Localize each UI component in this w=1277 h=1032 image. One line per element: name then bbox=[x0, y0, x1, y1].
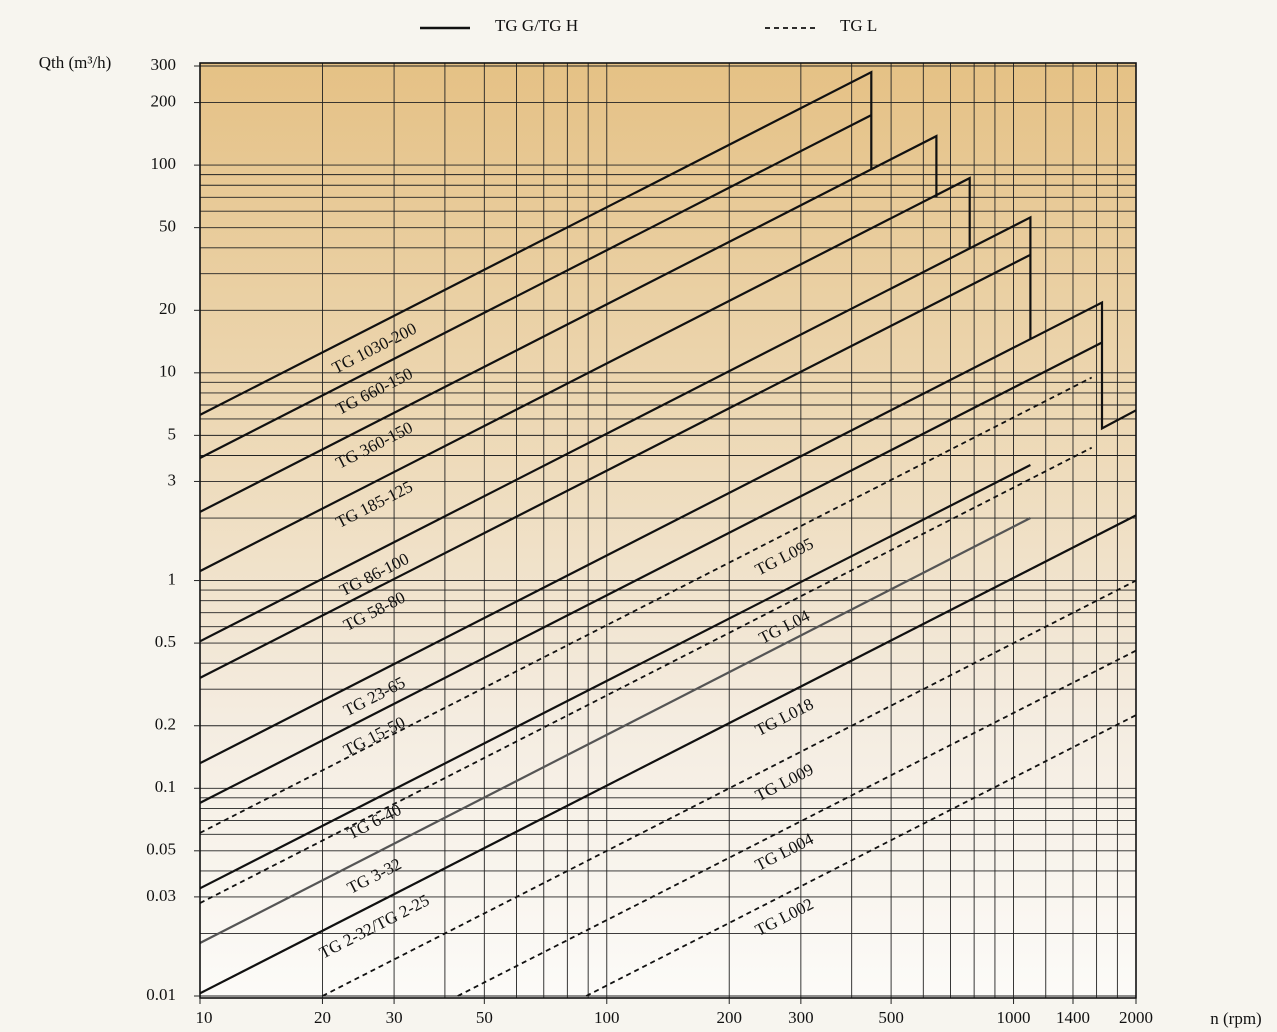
y-tick-label: 0.05 bbox=[146, 840, 176, 859]
x-tick-label: 1400 bbox=[1056, 1008, 1090, 1027]
y-tick-label: 0.01 bbox=[146, 985, 176, 1004]
x-tick-label: 500 bbox=[878, 1008, 904, 1027]
x-tick-label: 10 bbox=[196, 1008, 213, 1027]
series-line bbox=[199, 176, 971, 573]
series-line bbox=[199, 253, 1031, 679]
series-line bbox=[199, 464, 1031, 890]
legend-label: TG L bbox=[840, 16, 877, 35]
series-line bbox=[199, 341, 1103, 804]
series-line bbox=[199, 70, 873, 416]
legend-label: TG G/TG H bbox=[495, 16, 578, 35]
y-tick-label: 5 bbox=[168, 424, 177, 443]
y-tick-label: 10 bbox=[159, 362, 176, 381]
y-tick-label: 0.5 bbox=[155, 632, 176, 651]
y-tick-label: 300 bbox=[151, 55, 177, 74]
y-tick-label: 0.1 bbox=[155, 777, 176, 796]
x-tick-label: 2000 bbox=[1119, 1008, 1153, 1027]
series-line bbox=[457, 649, 1137, 997]
x-axis-label: n (rpm) bbox=[1210, 1009, 1261, 1028]
x-tick-label: 300 bbox=[788, 1008, 814, 1027]
x-tick-label: 100 bbox=[594, 1008, 620, 1027]
x-tick-label: 50 bbox=[476, 1008, 493, 1027]
y-axis-label: Qth (m³/h) bbox=[39, 53, 112, 72]
y-tick-label: 3 bbox=[168, 470, 177, 489]
x-tick-label: 20 bbox=[314, 1008, 331, 1027]
series-line bbox=[199, 300, 1137, 765]
series-lines bbox=[199, 70, 1137, 997]
y-tick-label: 1 bbox=[168, 569, 177, 588]
y-tick-label: 100 bbox=[151, 154, 177, 173]
series-line bbox=[199, 517, 1031, 944]
series-line bbox=[585, 714, 1137, 997]
series-line bbox=[199, 215, 1032, 643]
y-tick-label: 200 bbox=[151, 91, 177, 110]
x-tick-label: 30 bbox=[386, 1008, 403, 1027]
series-line bbox=[199, 446, 1093, 904]
y-tick-label: 20 bbox=[159, 299, 176, 318]
series-line bbox=[199, 514, 1137, 995]
y-tick-label: 50 bbox=[159, 217, 176, 236]
grid bbox=[199, 63, 1137, 998]
y-tick-label: 0.2 bbox=[155, 715, 176, 734]
series-line bbox=[199, 134, 938, 513]
x-tick-label: 200 bbox=[716, 1008, 742, 1027]
y-tick-label: 0.03 bbox=[146, 886, 176, 905]
series-line bbox=[199, 114, 872, 459]
plot-frame bbox=[199, 62, 1137, 999]
x-tick-label: 1000 bbox=[997, 1008, 1031, 1027]
series-line bbox=[199, 376, 1093, 834]
